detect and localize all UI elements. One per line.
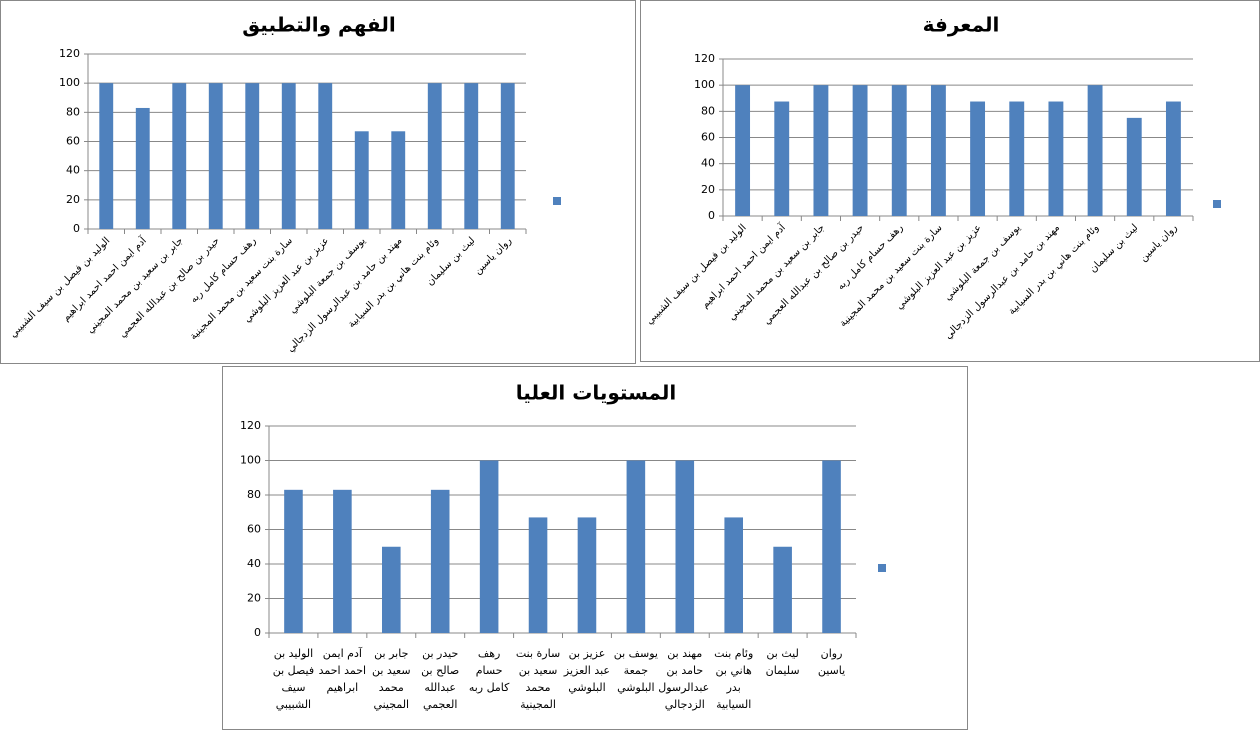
- legend-swatch: [878, 564, 886, 572]
- bar: [464, 83, 479, 230]
- x-tick-label: رهف حسام كامل ربه: [835, 222, 905, 292]
- bar: [773, 546, 792, 633]
- x-tick-label: آدم ايمن احمد احمد ابراهيم: [318, 647, 367, 694]
- y-tick-label: 60: [247, 523, 261, 536]
- chart: المستويات العليا020406080100120المستويات…: [240, 381, 886, 639]
- y-tick-label: 80: [701, 104, 715, 117]
- x-tick-label: روان ياسين: [817, 647, 846, 677]
- bar: [1165, 101, 1181, 216]
- bar: [813, 85, 829, 217]
- bar: [891, 85, 907, 217]
- y-tick-label: 100: [240, 454, 261, 467]
- y-tick-label: 80: [247, 488, 261, 501]
- bar: [1009, 101, 1025, 216]
- y-tick-label: 120: [240, 419, 261, 432]
- bar: [427, 83, 442, 230]
- bar: [354, 131, 369, 229]
- chart-frame: المعرفة 0 20 40 60 80 100 120 الوليد بن فيصل بن …: [640, 0, 1260, 362]
- y-tick-label: 20: [701, 183, 715, 196]
- bar: [822, 460, 841, 633]
- y-tick-label: 20: [247, 592, 261, 605]
- bar: [333, 489, 352, 633]
- bar: [577, 517, 597, 633]
- bar: [528, 517, 548, 633]
- x-tick-label: حيدر بن صالح بن عبدالله العجمي: [421, 647, 460, 711]
- bar: [381, 546, 401, 633]
- bar: [735, 85, 751, 217]
- x-tick-label: الوليد بن فيصل بن سيف الشبيبي: [272, 647, 315, 711]
- y-tick-label: 100: [694, 78, 715, 91]
- bar: [675, 460, 695, 633]
- bar: [1087, 85, 1103, 217]
- bar: [626, 460, 646, 633]
- y-tick-label: 120: [694, 52, 715, 65]
- chart-title: المستويات العليا: [516, 381, 676, 405]
- x-tick-label: يوسف بن جمعة البلوشي: [613, 647, 658, 694]
- chart-frame: المستويات العليا020406080100120المستويات…: [222, 366, 968, 730]
- bar: [1126, 117, 1142, 216]
- bar: [135, 107, 150, 229]
- y-tick-label: 120: [59, 47, 80, 60]
- y-tick-label: 0: [73, 222, 80, 235]
- bar: [774, 101, 790, 216]
- y-tick-label: 100: [59, 76, 80, 89]
- bar: [724, 517, 744, 633]
- bar: [99, 83, 114, 230]
- legend-swatch: [1213, 200, 1221, 208]
- y-tick-label: 40: [247, 557, 261, 570]
- bar: [208, 83, 223, 230]
- chart-frame: الفهم والتطبيق 0 20 40 60 80 100 120 الوليد بن ف…: [0, 0, 636, 364]
- x-tick-label: وئام بنت هاني بن بدر السيابية: [714, 647, 754, 711]
- bar: [391, 131, 406, 229]
- bar: [970, 101, 986, 216]
- x-tick-label: رهف حسام كامل ربه: [188, 235, 258, 305]
- x-tick-label: ليث بن سليمان: [765, 647, 800, 677]
- bar: [245, 83, 260, 230]
- bar: [1048, 101, 1064, 216]
- y-tick-label: 60: [66, 135, 80, 148]
- y-tick-label: 40: [66, 164, 80, 177]
- bar: [930, 85, 946, 217]
- y-tick-label: 80: [66, 105, 80, 118]
- y-tick-label: 0: [708, 209, 715, 222]
- bar: [284, 489, 303, 633]
- legend-swatch: [553, 197, 561, 205]
- x-tick-label: مهند بن حامد بن عبدالرسول الزدجالي: [658, 647, 710, 711]
- x-tick-label: جابر بن سعيد بن محمد المجيني: [372, 647, 411, 711]
- x-tick-label: عزيز بن عبد العزيز البلوشي: [563, 647, 610, 694]
- x-tick-label: روان ياسين: [472, 235, 514, 277]
- x-tick-label: روان ياسين: [1138, 222, 1180, 264]
- bar: [430, 489, 450, 633]
- x-tick-label: رهف حسام كامل ربه: [468, 647, 510, 694]
- bar: [172, 83, 187, 230]
- y-tick-label: 20: [66, 193, 80, 206]
- y-tick-label: 0: [254, 626, 261, 639]
- y-tick-label: 40: [701, 157, 715, 170]
- bar: [318, 83, 333, 230]
- bar: [500, 83, 515, 230]
- chart-title: المعرفة: [923, 13, 1000, 37]
- x-tick-label: يوسف بن جمعة البلوشي: [942, 222, 1023, 303]
- chart-title: الفهم والتطبيق: [242, 13, 395, 37]
- x-tick-label: سارة بنت سعيد بن محمد المجينية: [515, 647, 561, 711]
- bar: [479, 460, 499, 633]
- bar: [281, 83, 296, 230]
- bar: [852, 85, 868, 217]
- y-tick-label: 60: [701, 131, 715, 144]
